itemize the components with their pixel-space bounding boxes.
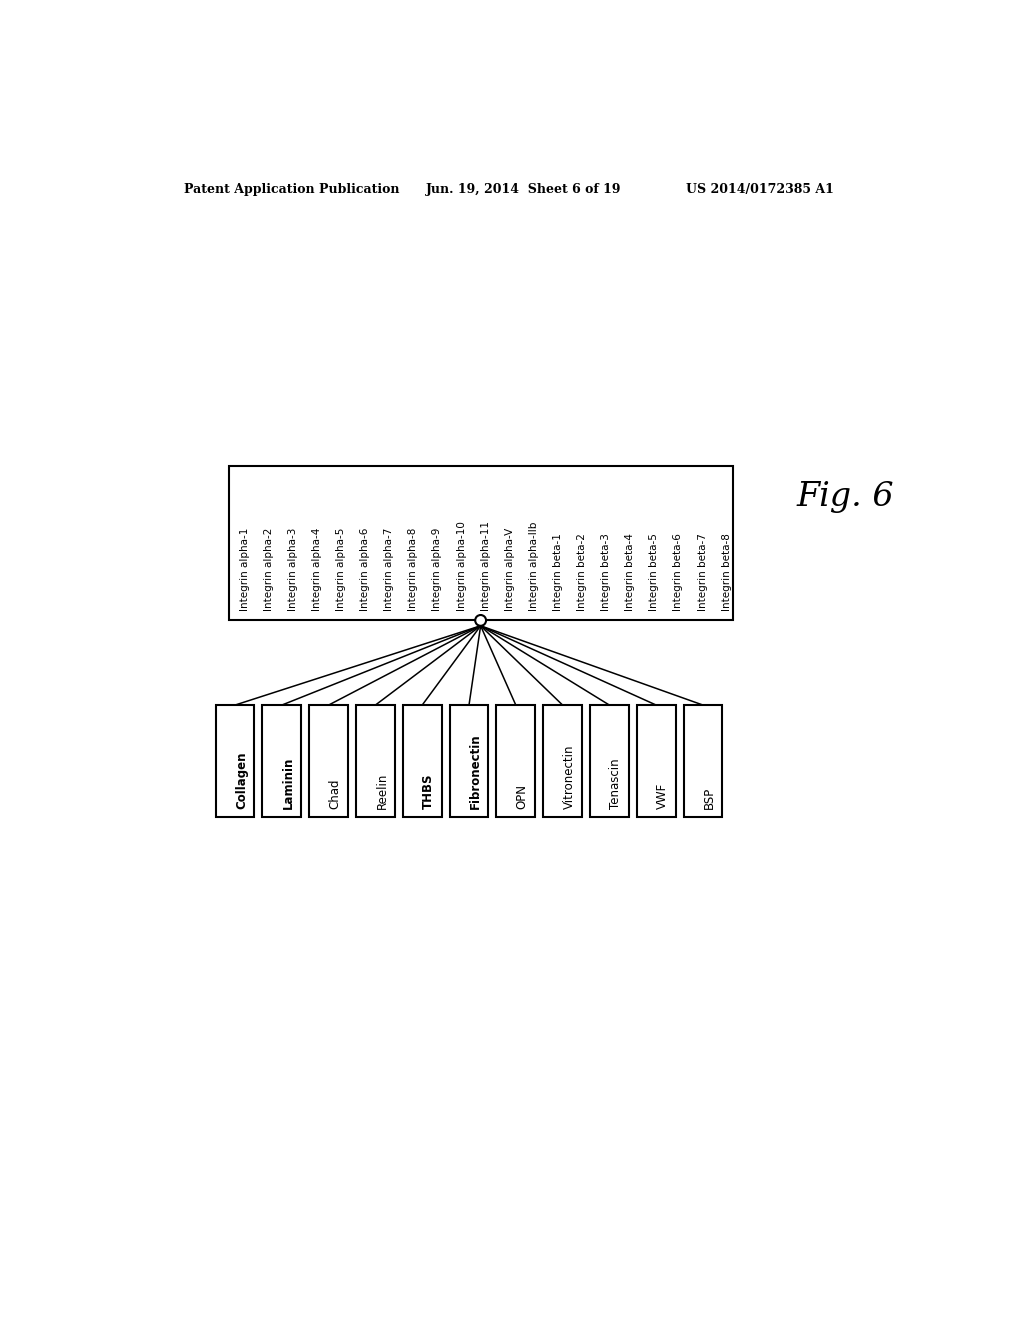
Text: Integrin alpha-9: Integrin alpha-9 bbox=[432, 528, 442, 611]
FancyBboxPatch shape bbox=[216, 705, 254, 817]
FancyBboxPatch shape bbox=[497, 705, 536, 817]
Text: Vitronectin: Vitronectin bbox=[562, 744, 575, 809]
FancyBboxPatch shape bbox=[262, 705, 301, 817]
Text: Integrin alpha-8: Integrin alpha-8 bbox=[409, 528, 419, 611]
FancyBboxPatch shape bbox=[450, 705, 488, 817]
Text: Integrin alpha-V: Integrin alpha-V bbox=[505, 528, 515, 611]
FancyBboxPatch shape bbox=[309, 705, 348, 817]
Text: Integrin beta-7: Integrin beta-7 bbox=[697, 533, 708, 611]
Text: Integrin alpha-3: Integrin alpha-3 bbox=[288, 528, 298, 611]
Text: Collagen: Collagen bbox=[234, 751, 248, 809]
FancyBboxPatch shape bbox=[402, 705, 441, 817]
Text: Integrin beta-4: Integrin beta-4 bbox=[626, 533, 635, 611]
Text: Jun. 19, 2014  Sheet 6 of 19: Jun. 19, 2014 Sheet 6 of 19 bbox=[426, 182, 622, 195]
Text: THBS: THBS bbox=[422, 774, 435, 809]
FancyBboxPatch shape bbox=[356, 705, 395, 817]
Text: US 2014/0172385 A1: US 2014/0172385 A1 bbox=[686, 182, 834, 195]
Text: Laminin: Laminin bbox=[282, 756, 295, 809]
Text: OPN: OPN bbox=[516, 784, 528, 809]
Text: BSP: BSP bbox=[703, 787, 716, 809]
Text: Reelin: Reelin bbox=[376, 772, 388, 809]
Text: Integrin beta-8: Integrin beta-8 bbox=[722, 533, 732, 611]
Text: Integrin alpha-7: Integrin alpha-7 bbox=[384, 528, 394, 611]
Text: Integrin alpha-2: Integrin alpha-2 bbox=[264, 528, 273, 611]
Text: Fig. 6: Fig. 6 bbox=[796, 482, 894, 513]
Text: Integrin alpha-4: Integrin alpha-4 bbox=[312, 528, 322, 611]
Text: Fibronectin: Fibronectin bbox=[469, 734, 482, 809]
Circle shape bbox=[475, 615, 486, 626]
FancyBboxPatch shape bbox=[544, 705, 582, 817]
Text: Integrin beta-2: Integrin beta-2 bbox=[578, 533, 587, 611]
FancyBboxPatch shape bbox=[637, 705, 676, 817]
Text: Integrin alpha-6: Integrin alpha-6 bbox=[360, 528, 370, 611]
Text: Integrin beta-6: Integrin beta-6 bbox=[674, 533, 683, 611]
Text: Integrin alpha-IIb: Integrin alpha-IIb bbox=[528, 521, 539, 611]
Text: Tenascin: Tenascin bbox=[609, 759, 623, 809]
Text: Patent Application Publication: Patent Application Publication bbox=[183, 182, 399, 195]
Text: Integrin beta-5: Integrin beta-5 bbox=[649, 533, 659, 611]
Text: Integrin alpha-11: Integrin alpha-11 bbox=[480, 521, 490, 611]
FancyBboxPatch shape bbox=[228, 466, 732, 620]
Text: Integrin beta-3: Integrin beta-3 bbox=[601, 533, 611, 611]
Text: Chad: Chad bbox=[329, 779, 342, 809]
Text: Integrin beta-1: Integrin beta-1 bbox=[553, 533, 563, 611]
Text: Integrin alpha-5: Integrin alpha-5 bbox=[336, 528, 346, 611]
Text: Integrin alpha-10: Integrin alpha-10 bbox=[457, 521, 467, 611]
Text: Integrin alpha-1: Integrin alpha-1 bbox=[240, 528, 250, 611]
Text: VWF: VWF bbox=[656, 783, 670, 809]
FancyBboxPatch shape bbox=[590, 705, 629, 817]
FancyBboxPatch shape bbox=[684, 705, 722, 817]
